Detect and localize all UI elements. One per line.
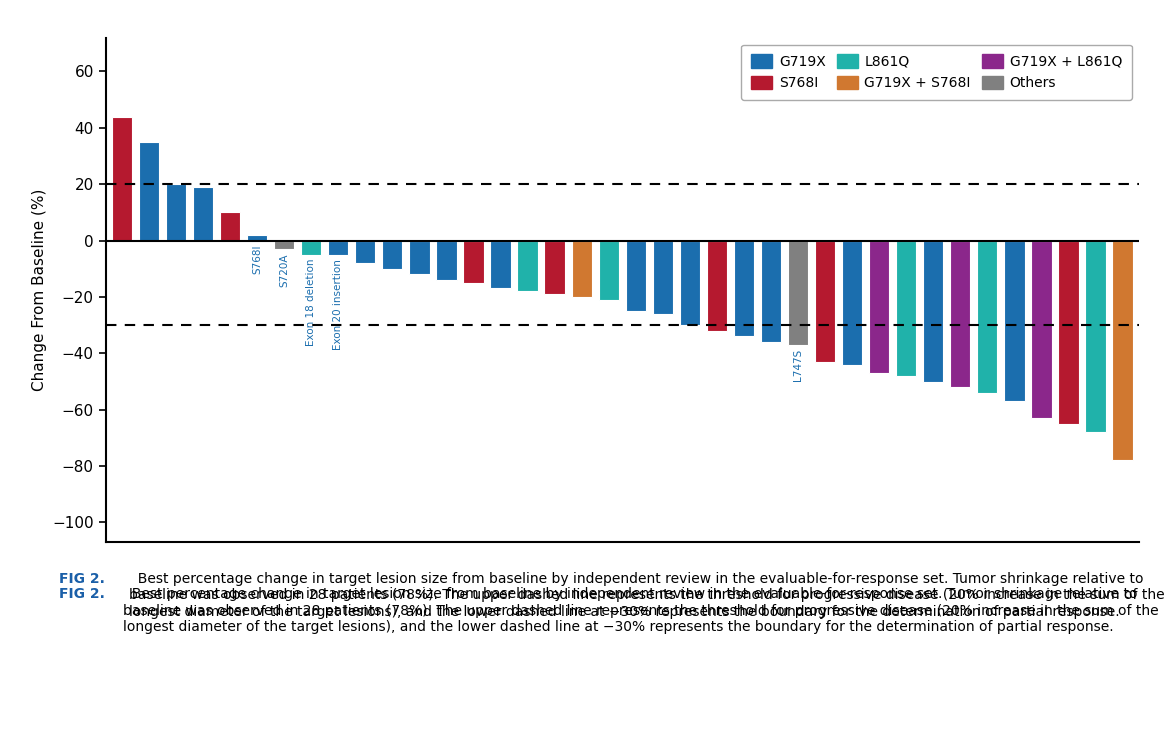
- Bar: [869, 240, 889, 373]
- Bar: [761, 240, 781, 342]
- Bar: [1004, 240, 1025, 401]
- Bar: [166, 184, 187, 240]
- Bar: [572, 240, 592, 297]
- Bar: [599, 240, 619, 300]
- Bar: [518, 240, 538, 291]
- Bar: [410, 240, 430, 274]
- Text: FIG 2.: FIG 2.: [59, 587, 104, 602]
- Bar: [734, 240, 754, 337]
- Bar: [112, 117, 131, 240]
- Bar: [491, 240, 511, 288]
- Bar: [626, 240, 646, 311]
- Bar: [1058, 240, 1079, 424]
- Bar: [437, 240, 457, 280]
- Y-axis label: Change From Baseline (%): Change From Baseline (%): [32, 189, 47, 391]
- Text: Exon 20 insertion: Exon 20 insertion: [333, 259, 343, 350]
- Text: Best percentage change in target lesion size from baseline by independent review: Best percentage change in target lesion …: [123, 587, 1159, 634]
- Bar: [1086, 240, 1106, 432]
- Bar: [356, 240, 376, 263]
- Bar: [923, 240, 944, 382]
- Bar: [896, 240, 917, 376]
- Legend: G719X, S768I, L861Q, G719X + S768I, G719X + L861Q, Others: G719X, S768I, L861Q, G719X + S768I, G719…: [741, 44, 1132, 99]
- Bar: [653, 240, 673, 314]
- Bar: [707, 240, 727, 331]
- Bar: [274, 240, 295, 249]
- Bar: [383, 240, 403, 269]
- Text: FIG 2.: FIG 2.: [59, 572, 104, 587]
- Bar: [220, 212, 241, 240]
- Bar: [139, 142, 158, 240]
- Bar: [815, 240, 835, 361]
- Bar: [1031, 240, 1052, 418]
- Bar: [545, 240, 565, 294]
- Bar: [1113, 240, 1133, 460]
- Text: L747S: L747S: [792, 349, 803, 381]
- Bar: [680, 240, 700, 325]
- Text: S720A: S720A: [279, 253, 289, 287]
- Bar: [328, 240, 349, 255]
- Bar: [301, 240, 322, 255]
- Bar: [464, 240, 484, 283]
- Text: S768I: S768I: [252, 245, 262, 274]
- Bar: [950, 240, 971, 387]
- Bar: [977, 240, 998, 393]
- Bar: [193, 187, 214, 240]
- Bar: [247, 235, 268, 240]
- Text: Best percentage change in target lesion size from baseline by independent review: Best percentage change in target lesion …: [129, 572, 1165, 619]
- Bar: [788, 240, 808, 345]
- Bar: [842, 240, 862, 364]
- Text: Exon 18 deletion: Exon 18 deletion: [306, 259, 316, 346]
